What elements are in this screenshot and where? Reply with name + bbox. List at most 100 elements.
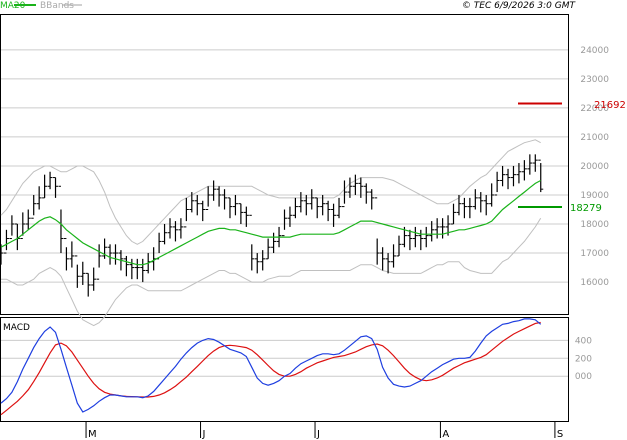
bollinger-bands: [0, 139, 542, 327]
price-bar: [162, 224, 168, 245]
price-bar: [238, 203, 244, 225]
price-bar: [391, 244, 397, 268]
price-bar: [521, 160, 527, 181]
price-bar: [178, 218, 184, 239]
price-bar: [0, 244, 4, 265]
macd-lines: [0, 318, 542, 416]
price-bar: [320, 194, 326, 216]
price-bar: [314, 197, 320, 219]
price-bar: [336, 197, 342, 219]
price-bar: [396, 235, 402, 257]
price-bar: [374, 197, 380, 265]
price-bar: [347, 177, 353, 198]
price-bar: [53, 177, 59, 198]
price-bar: [20, 212, 26, 240]
price-bar: [527, 154, 533, 175]
price-bar: [211, 180, 217, 201]
price-bar: [451, 203, 457, 225]
price-bar: [423, 226, 429, 248]
price-bar: [200, 200, 206, 222]
bbands-lower-line: [1, 217, 542, 327]
price-bar: [156, 232, 162, 260]
price-bar: [107, 244, 113, 265]
price-bar: [222, 189, 228, 210]
price-bar: [494, 171, 500, 196]
price-bar: [489, 183, 495, 207]
price-bar: [303, 194, 309, 216]
copyright-text: © TEC 6/9/2026 3:0 GMT: [462, 1, 577, 11]
price-bar: [385, 253, 391, 274]
price-bar: [58, 185, 64, 254]
price-bar: [129, 258, 135, 280]
price-y-tick-label: 17000: [580, 249, 609, 259]
price-bar: [25, 209, 31, 230]
price-bar: [227, 197, 233, 219]
macd-line: [0, 318, 542, 413]
price-bar: [96, 244, 102, 280]
price-bar: [42, 174, 48, 199]
price-bar: [472, 189, 478, 210]
price-bar: [434, 218, 440, 239]
x-tick-label: J: [316, 429, 320, 440]
price-bar: [352, 174, 358, 195]
price-bar: [102, 238, 108, 259]
price-bar: [418, 229, 424, 251]
ma20-line: [0, 179, 541, 266]
price-bars: [0, 154, 544, 297]
price-bar: [232, 194, 238, 216]
support-label: 18279: [570, 203, 602, 214]
price-bar: [287, 206, 293, 227]
macd-y-tick-label: 000: [575, 372, 592, 382]
price-bar: [194, 194, 200, 216]
price-y-tick-label: 18000: [580, 220, 609, 230]
price-bar: [331, 203, 337, 227]
price-bar: [505, 168, 511, 190]
price-bar: [532, 154, 538, 172]
price-bar: [325, 200, 331, 222]
price-bar: [412, 226, 418, 248]
macd-y-tick-labels: 400 200 000: [575, 336, 592, 382]
price-bar: [9, 215, 15, 240]
price-bar: [292, 197, 298, 219]
price-bar: [298, 192, 304, 213]
price-bar: [461, 197, 467, 219]
bbands-upper-line: [0, 139, 541, 245]
price-bar: [47, 171, 53, 190]
price-y-tick-labels: 24000 23000 22000 21000 20000 19000 18000 17000…: [580, 46, 609, 288]
price-bar: [80, 261, 86, 285]
price-bar: [91, 267, 97, 291]
price-panel-frame: [0, 14, 569, 315]
price-bar: [183, 197, 189, 228]
price-bar: [167, 218, 173, 239]
price-bar: [260, 250, 266, 271]
x-tick-label: S: [557, 429, 563, 440]
price-y-tick-label: 19000: [580, 191, 609, 201]
price-bar: [369, 189, 375, 210]
macd-y-tick-label: 400: [575, 336, 592, 346]
price-bar: [271, 232, 277, 254]
price-bar: [538, 159, 544, 193]
macd-title: MACD: [3, 323, 30, 333]
price-bar: [112, 244, 118, 265]
price-bar: [341, 180, 347, 208]
price-bar: [456, 194, 462, 216]
price-bar: [358, 177, 364, 198]
price-gridlines: [1, 49, 568, 283]
price-bar: [363, 183, 369, 204]
price-bar: [500, 165, 506, 187]
x-tick-label: J: [202, 429, 206, 440]
price-bar: [516, 163, 522, 184]
price-bar: [172, 221, 178, 242]
price-bar: [31, 194, 37, 219]
price-bar: [254, 253, 260, 274]
price-bar: [74, 255, 80, 288]
price-bar: [216, 186, 222, 207]
price-y-tick-label: 23000: [580, 75, 609, 85]
price-bar: [309, 189, 315, 210]
price-bar: [478, 192, 484, 213]
legend-ma20-label: MA20: [0, 1, 26, 11]
x-tick-label: A: [442, 429, 449, 440]
